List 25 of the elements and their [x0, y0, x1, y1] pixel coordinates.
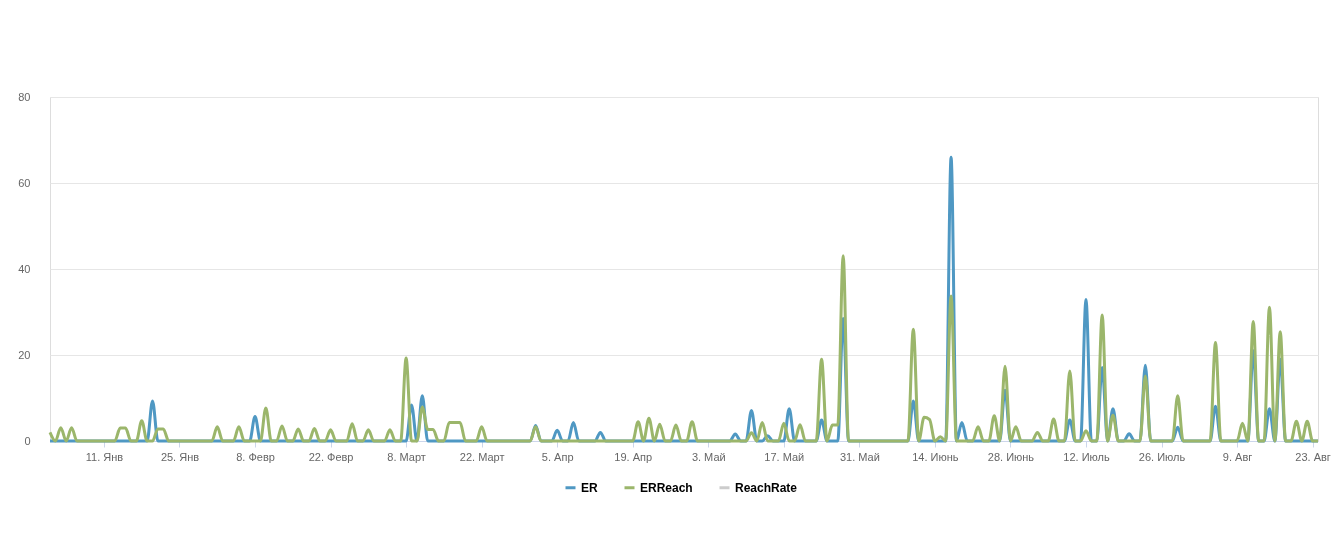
y-tick-label: 80	[18, 90, 31, 103]
x-tick-label: 14. Июнь	[912, 450, 959, 463]
x-tick-label: 11. Янв	[85, 450, 124, 463]
x-tick-label: 31. Май	[839, 450, 880, 463]
x-tick-label: 17. Май	[764, 450, 805, 463]
legend-label: ER	[581, 480, 598, 495]
x-tick-label: 8. Февр	[236, 450, 275, 463]
x-tick-label: 12. Июль	[1063, 450, 1110, 463]
x-tick-label: 22. Февр	[308, 450, 354, 463]
x-tick-label: 26. Июль	[1138, 450, 1186, 463]
x-tick-label: 5. Апр	[541, 450, 574, 463]
x-tick-label: 28. Июнь	[987, 450, 1035, 463]
x-tick-label: 9. Авг	[1222, 450, 1253, 463]
legend-label: ERReach	[640, 480, 693, 495]
x-tick-label: 3. Май	[691, 450, 726, 463]
x-tick-label: 22. Март	[459, 450, 505, 463]
y-tick-label: 0	[24, 434, 31, 447]
x-tick-label: 25. Янв	[160, 450, 200, 463]
x-tick-label: 8. Март	[387, 450, 426, 463]
legend-label: ReachRate	[735, 480, 798, 495]
x-tick-label: 23. Авг	[1295, 450, 1331, 463]
x-tick-label: 19. Апр	[614, 450, 653, 463]
y-tick-label: 40	[18, 262, 31, 275]
y-tick-label: 20	[18, 348, 31, 361]
y-tick-label: 60	[18, 176, 31, 189]
